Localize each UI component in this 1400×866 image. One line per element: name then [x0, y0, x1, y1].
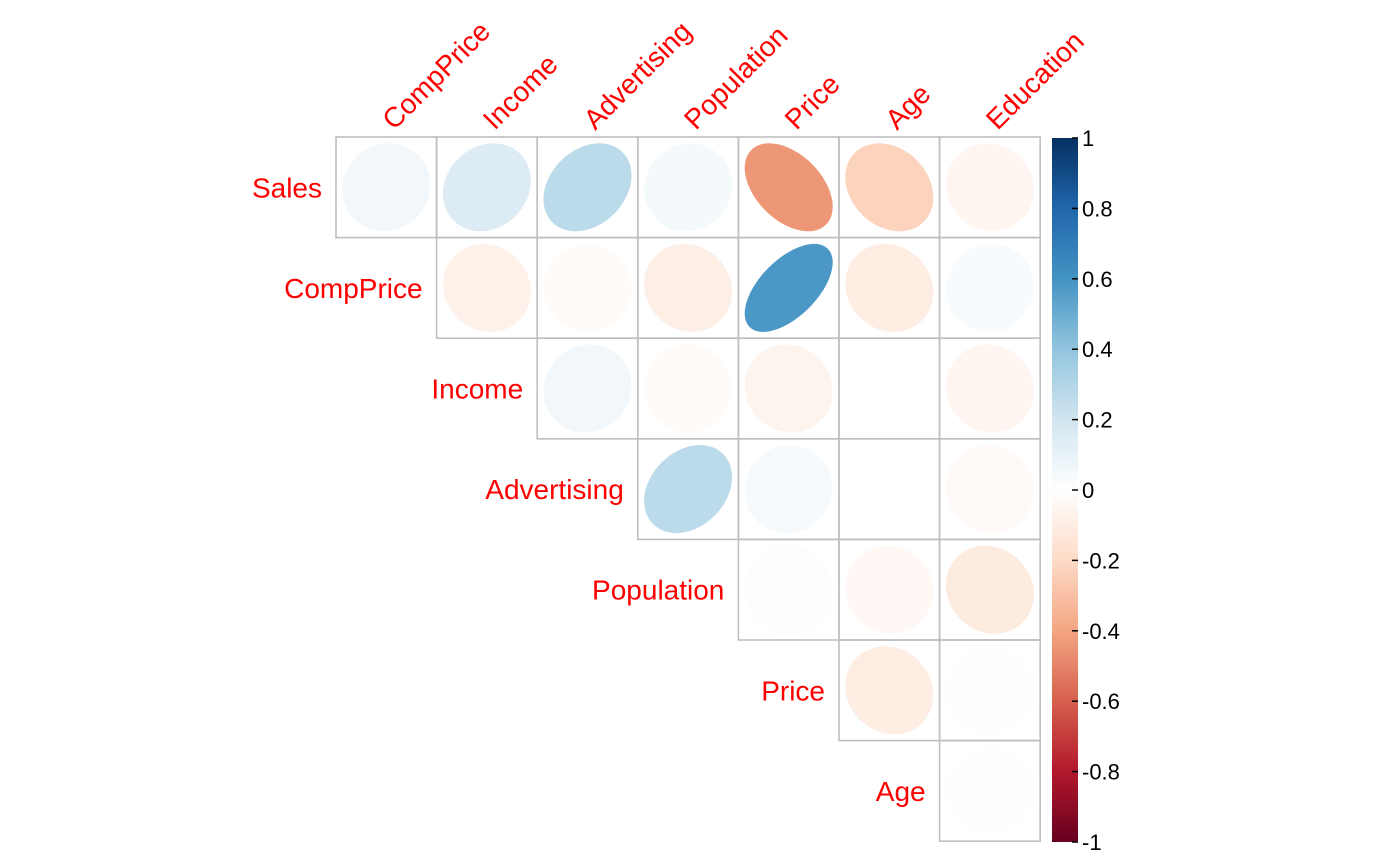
correlation-ellipse — [845, 646, 934, 735]
legend-tick-label: 0.4 — [1082, 337, 1113, 362]
correlation-ellipse — [945, 344, 1034, 433]
legend-tick-label: 0.8 — [1082, 196, 1113, 221]
correlation-ellipse — [845, 243, 934, 332]
correlation-ellipse — [945, 445, 1034, 534]
correlation-ellipse — [644, 143, 733, 232]
correlation-ellipse — [845, 545, 934, 634]
correlation-ellipse — [644, 344, 733, 433]
correlation-ellipse — [744, 545, 833, 634]
correlation-ellipse — [945, 243, 1034, 332]
correlation-ellipse — [543, 143, 632, 232]
legend-tick-label: -0.8 — [1082, 760, 1120, 785]
matrix-cell — [938, 739, 1041, 842]
row-label: Population — [592, 575, 724, 606]
legend-tick-label: -0.6 — [1082, 689, 1120, 714]
correlation-ellipse — [744, 243, 833, 332]
correlation-ellipse — [945, 143, 1034, 232]
row-label: Advertising — [485, 474, 624, 505]
row-label: Income — [431, 374, 523, 405]
legend-tick-label: 1 — [1082, 126, 1094, 151]
legend-tick-label: -0.4 — [1082, 619, 1120, 644]
row-label: CompPrice — [284, 273, 422, 304]
correlation-ellipse — [543, 344, 632, 433]
correlation-ellipse — [442, 143, 531, 232]
correlation-ellipse — [845, 143, 934, 232]
row-label: Sales — [252, 172, 322, 203]
column-label: Income — [477, 48, 564, 135]
correlation-ellipse — [945, 746, 1034, 835]
correlation-ellipse — [543, 243, 632, 332]
color-legend: 1 0.8 0.6 0.4 0.2 0 -0.2 -0.4 -0.6 -0.8 -1 — [1052, 126, 1120, 855]
legend-tick-label: -0.2 — [1082, 548, 1120, 573]
legend-tick-label: 0 — [1082, 478, 1094, 503]
correlation-grid — [335, 136, 1041, 842]
correlation-ellipse — [845, 445, 934, 534]
column-label: Advertising — [578, 15, 698, 135]
row-label: Age — [876, 776, 926, 807]
correlation-ellipse — [342, 143, 431, 232]
legend-tick-label: -1 — [1082, 830, 1102, 855]
correlation-ellipse — [442, 243, 531, 332]
correlation-ellipse — [945, 545, 1034, 634]
column-label: Age — [879, 78, 936, 135]
correlation-ellipse — [744, 344, 833, 433]
correlation-ellipse — [744, 143, 833, 232]
row-labels: Sales CompPrice Income Advertising Populatio… — [252, 172, 926, 807]
legend-tick-label: 0.6 — [1082, 267, 1113, 292]
correlation-ellipse — [744, 445, 833, 534]
correlation-ellipse — [644, 243, 733, 332]
correlation-ellipse — [845, 344, 934, 433]
correlation-ellipse — [644, 445, 733, 534]
legend-tick-label: 0.2 — [1082, 408, 1113, 433]
color-legend-ticks: 1 0.8 0.6 0.4 0.2 0 -0.2 -0.4 -0.6 -0.8 -1 — [1072, 126, 1120, 855]
correlation-ellipse — [945, 646, 1034, 735]
column-label: Education — [980, 25, 1090, 135]
column-label: Price — [779, 68, 846, 135]
column-label: CompPrice — [376, 15, 496, 135]
row-label: Price — [761, 675, 825, 706]
